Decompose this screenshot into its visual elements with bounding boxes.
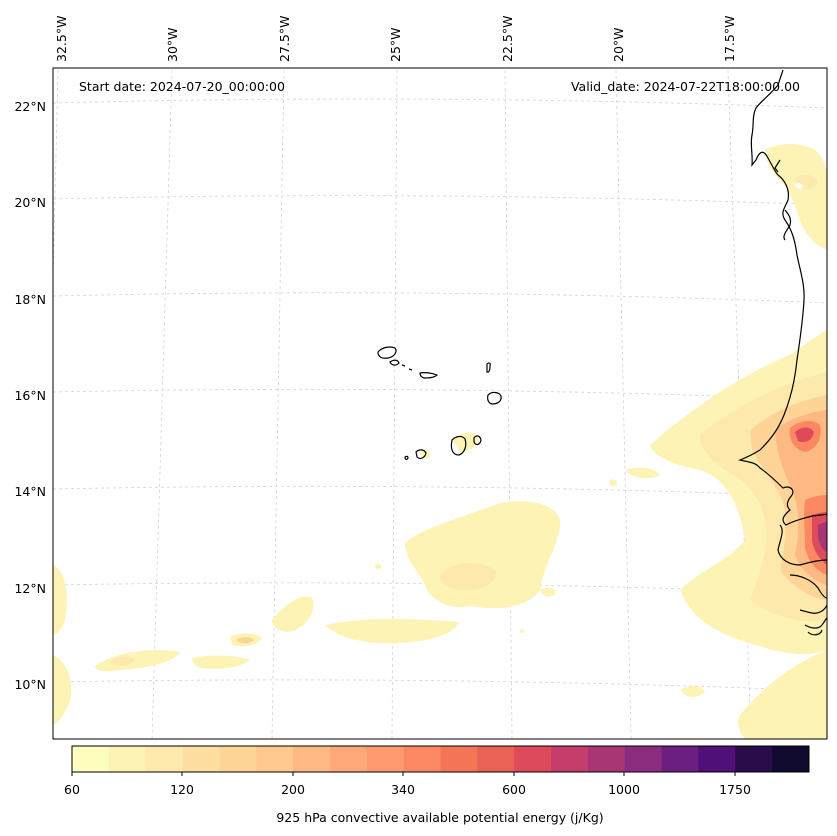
- cape-verde-islands: [377, 346, 502, 460]
- colorbar-title: 925 hPa convective available potential e…: [276, 810, 603, 825]
- africa-coastline: [738, 69, 827, 526]
- colorbar-swatch-13: [551, 746, 589, 772]
- colorbar-swatch-1: [108, 746, 147, 772]
- colorbar-swatch-4: [219, 746, 257, 772]
- colorbar-swatch-12: [514, 746, 552, 772]
- lon-tick-30: 30°W: [165, 27, 180, 62]
- colorbar-swatch-8: [366, 746, 405, 772]
- colorbar-swatch-19: [772, 746, 810, 772]
- cape-patch-west-band: [95, 650, 180, 672]
- lat-tick-18: 18°N: [14, 292, 46, 307]
- start-date-label: Start date: 2024-07-20_00:00:00: [79, 79, 285, 94]
- lat-tick-10: 10°N: [14, 677, 46, 692]
- colorbar-swatch-2: [145, 746, 184, 772]
- graticule: [53, 69, 827, 739]
- colorbar-swatch-6: [293, 746, 331, 772]
- map-border: [52, 67, 828, 740]
- lon-tick-27-5: 27.5°W: [277, 16, 292, 62]
- latitude-ticks: 22°N 20°N 18°N 16°N 14°N 12°N 10°N: [14, 99, 46, 692]
- lat-tick-16: 16°N: [14, 388, 46, 403]
- lat-tick-20: 20°N: [14, 195, 46, 210]
- colorbar-swatch-7: [329, 746, 368, 772]
- colorbar-swatches: [72, 746, 810, 772]
- colorbar-tick-200: 200: [281, 782, 305, 797]
- colorbar-tick-60: 60: [64, 782, 80, 797]
- colorbar-tick-340: 340: [391, 782, 415, 797]
- colorbar-ticks: [71, 772, 736, 776]
- colorbar-tick-600: 600: [502, 782, 526, 797]
- lon-tick-22-5: 22.5°W: [500, 16, 515, 62]
- colorbar-swatch-18: [735, 746, 773, 772]
- lon-tick-20: 20°W: [611, 27, 626, 62]
- colorbar-swatch-0: [72, 746, 110, 772]
- colorbar-tick-1000: 1000: [608, 782, 640, 797]
- lon-tick-25: 25°W: [388, 27, 403, 62]
- colorbar-swatch-3: [182, 746, 220, 772]
- colorbar-swatch-14: [587, 746, 626, 772]
- colorbar-swatch-9: [403, 746, 441, 772]
- cape-field: [53, 144, 827, 739]
- valid-date-label: Valid_date: 2024-07-22T18:00:00.00: [571, 79, 800, 94]
- colorbar-swatch-10: [440, 746, 478, 772]
- colorbar-tick-1750: 1750: [719, 782, 751, 797]
- lon-tick-32-5: 32.5°W: [54, 16, 69, 62]
- coastlines: [738, 69, 827, 636]
- lon-tick-17-5: 17.5°W: [722, 16, 737, 62]
- colorbar-swatch-16: [661, 746, 699, 772]
- lat-tick-14: 14°N: [14, 484, 46, 499]
- lat-tick-12: 12°N: [14, 581, 46, 596]
- colorbar-swatch-11: [477, 746, 515, 772]
- lat-tick-22: 22°N: [14, 99, 46, 114]
- colorbar: 60 120 200 340 600 1000 1750 925 hPa con…: [64, 745, 810, 825]
- colorbar-swatch-5: [256, 746, 294, 772]
- colorbar-swatch-17: [698, 746, 736, 772]
- longitude-ticks: 32.5°W 30°W 27.5°W 25°W 22.5°W 20°W 17.5…: [54, 16, 737, 62]
- colorbar-swatch-15: [624, 746, 663, 772]
- colorbar-border: [71, 745, 810, 773]
- colorbar-tick-120: 120: [170, 782, 194, 797]
